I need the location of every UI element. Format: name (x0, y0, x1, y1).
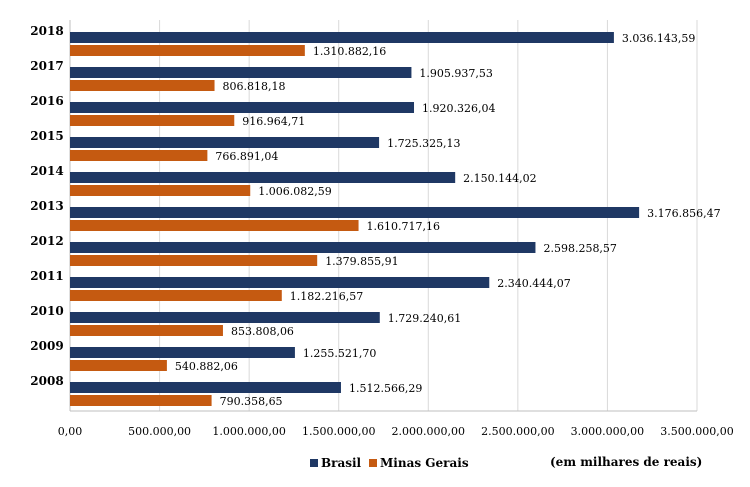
data-label: 1.310.882,16 (313, 45, 386, 58)
bar-brasil (70, 347, 295, 358)
data-label: 1.920.326,04 (422, 102, 495, 115)
category-label: 2013 (30, 199, 63, 213)
data-label: 853.808,06 (231, 325, 294, 338)
data-label: 3.036.143,59 (622, 32, 695, 45)
legend-label: Brasil (321, 456, 362, 470)
category-label: 2010 (30, 304, 63, 318)
legend-swatch (369, 459, 377, 467)
x-tick-label: 1.500.000,00 (302, 425, 375, 438)
data-label: 1.182.216,57 (290, 290, 363, 303)
bar-brasil (70, 32, 614, 43)
data-label: 806.818,18 (223, 80, 286, 93)
bar-brasil (70, 67, 412, 78)
category-labels-group: 2018 2017 2016 2015 2014 2013 2012 2011 2010 2009… (30, 24, 63, 388)
bar-minas-gerais (70, 80, 215, 91)
x-tick-label: 500.000,00 (128, 425, 191, 438)
data-label: 1.729.240,61 (388, 312, 461, 325)
data-label: 1.379.855,91 (325, 255, 398, 268)
data-label: 766.891,04 (215, 150, 278, 163)
category-label: 2011 (30, 269, 63, 283)
bars-group (70, 32, 640, 406)
x-tick-label: 0,00 (58, 425, 83, 438)
bar-minas-gerais (70, 115, 235, 126)
category-label: 2018 (30, 24, 63, 38)
x-tick-label: 2.000.000,00 (392, 425, 465, 438)
data-label: 3.176.856,47 (647, 207, 720, 220)
bar-brasil (70, 172, 456, 183)
bar-minas-gerais (70, 360, 167, 371)
data-label: 1.512.566,29 (349, 382, 422, 395)
bar-brasil (70, 277, 490, 288)
data-label: 916.964,71 (242, 115, 305, 128)
data-label: 1.006.082,59 (258, 185, 331, 198)
bar-brasil (70, 242, 536, 253)
data-label: 2.598.258,57 (543, 242, 616, 255)
data-label: 540.882,06 (175, 360, 238, 373)
data-label: 2.150.144,02 (463, 172, 536, 185)
x-tick-label: 1.000.000,00 (212, 425, 285, 438)
data-label: 790.358,65 (220, 395, 283, 408)
bar-minas-gerais (70, 185, 251, 196)
category-label: 2014 (30, 164, 63, 178)
legend-swatch (310, 459, 318, 467)
data-label: 2.340.444,07 (497, 277, 570, 290)
bar-minas-gerais (70, 325, 223, 336)
unit-note: (em milhares de reais) (550, 455, 702, 469)
bar-minas-gerais (70, 45, 305, 56)
data-label: 1.905.937,53 (419, 67, 492, 80)
bar-minas-gerais (70, 255, 318, 266)
data-label: 1.610.717,16 (367, 220, 440, 233)
category-label: 2015 (30, 129, 63, 143)
x-tick-label: 3.000.000,00 (571, 425, 644, 438)
bar-brasil (70, 382, 341, 393)
category-label: 2009 (30, 339, 63, 353)
bar-brasil (70, 312, 380, 323)
x-axis-ticks-group: 0,00 500.000,00 1.000.000,00 1.500.000,00 2.… (58, 425, 734, 438)
value-labels-group: 3.036.143,59 1.310.882,16 1.905.937,53 806.… (175, 32, 721, 408)
legend-label: Minas Gerais (380, 456, 469, 470)
bar-minas-gerais (70, 150, 208, 161)
bar-minas-gerais (70, 395, 212, 406)
bar-brasil (70, 102, 415, 113)
bar-minas-gerais (70, 220, 359, 231)
x-tick-label: 3.500.000,00 (660, 425, 733, 438)
data-label: 1.725.325,13 (387, 137, 460, 150)
category-label: 2008 (30, 374, 63, 388)
category-label: 2017 (30, 59, 63, 73)
data-label: 1.255.521,70 (303, 347, 376, 360)
bar-brasil (70, 137, 380, 148)
category-label: 2012 (30, 234, 63, 248)
bar-brasil (70, 207, 640, 218)
bar-minas-gerais (70, 290, 282, 301)
legend: Brasil Minas Gerais (310, 456, 469, 470)
category-label: 2016 (30, 94, 63, 108)
x-tick-label: 2.500.000,00 (481, 425, 554, 438)
